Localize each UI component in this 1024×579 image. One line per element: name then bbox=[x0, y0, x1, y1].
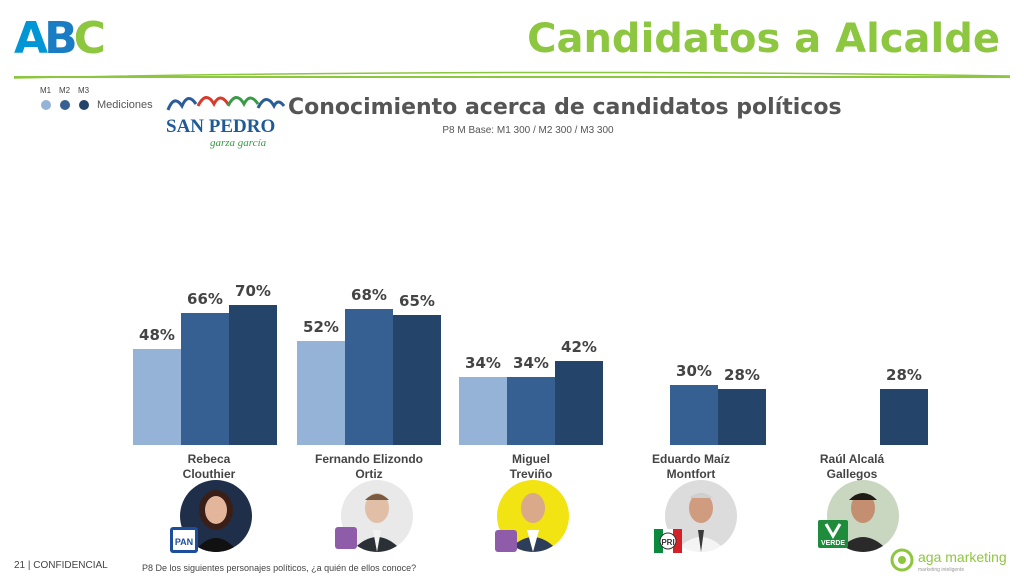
candidate-name-rebeca: Rebeca Clouthier bbox=[139, 452, 279, 482]
bar-m3-4 bbox=[718, 389, 766, 445]
survey-question: P8 De los siguientes personajes político… bbox=[142, 563, 417, 573]
bar-value-label: 52% bbox=[303, 318, 339, 336]
confidential-label: | CONFIDENCIAL bbox=[27, 560, 108, 571]
aga-marketing-text: aga marketing bbox=[918, 549, 1007, 565]
san-pedro-logo: SAN PEDRO garza garcía bbox=[166, 96, 286, 149]
candidate-name-line2: Treviño bbox=[509, 467, 553, 481]
aga-marketing-tagline: marketing inteligente bbox=[918, 567, 964, 573]
party-badge-icon bbox=[335, 527, 357, 549]
header-divider bbox=[14, 76, 1010, 78]
bar-value-label: 68% bbox=[351, 286, 387, 304]
abc-logo-text: ABC bbox=[14, 13, 106, 64]
bar-m3-3 bbox=[555, 361, 603, 445]
bar-value-label: 28% bbox=[886, 366, 922, 384]
page-title: Candidatos a Alcalde bbox=[527, 16, 1000, 62]
bar-m2-2 bbox=[345, 309, 393, 445]
bar-m2-4 bbox=[670, 385, 718, 445]
bar-m2-3 bbox=[507, 377, 555, 445]
candidate-name-line1: Fernando Elizondo bbox=[315, 452, 423, 466]
legend-dots: Mediciones bbox=[36, 99, 153, 111]
pri-party-icon: PRI bbox=[654, 529, 682, 553]
legend-label-m1: M1 bbox=[39, 86, 52, 95]
legend-labels: M1 M2 M3 bbox=[36, 86, 153, 95]
candidate-name-line1: Eduardo Maíz bbox=[651, 452, 730, 466]
legend-label-m2: M2 bbox=[58, 86, 71, 95]
verde-party-icon: VERDE bbox=[818, 520, 848, 548]
page-number: 21 bbox=[14, 560, 26, 571]
san-pedro-logo-text: SAN PEDRO bbox=[166, 116, 275, 137]
bar-m3-5 bbox=[880, 389, 928, 445]
chart-base-note: P8 M Base: M1 300 / M2 300 / M3 300 bbox=[442, 125, 614, 136]
legend-dot-m1 bbox=[40, 100, 51, 110]
candidate-name-line2: Montfort bbox=[666, 467, 716, 481]
pan-party-label: PAN bbox=[175, 537, 193, 547]
bar-value-label: 42% bbox=[561, 338, 597, 356]
header-swoosh bbox=[14, 71, 1010, 79]
bar-m3-1 bbox=[229, 305, 277, 445]
bar-value-label: 48% bbox=[139, 326, 175, 344]
page-footer: 21 | CONFIDENCIAL bbox=[14, 560, 108, 571]
bar-m1-2 bbox=[297, 341, 345, 445]
candidate-name-line2: Clouthier bbox=[182, 467, 236, 481]
pan-party-icon: PAN bbox=[170, 527, 198, 553]
san-pedro-logo-script: garza garcía bbox=[210, 137, 267, 149]
candidate-name-miguel: Miguel Treviño bbox=[461, 452, 601, 482]
bar-value-label: 34% bbox=[513, 354, 549, 372]
bar-m3-2 bbox=[393, 315, 441, 445]
bar-value-label: 70% bbox=[235, 282, 271, 300]
abc-logo: ABC bbox=[14, 14, 114, 64]
bar-value-label: 28% bbox=[724, 366, 760, 384]
aga-marketing-logo: aga marketing marketing inteligente bbox=[890, 548, 1007, 573]
bar-value-label: 65% bbox=[399, 292, 435, 310]
candidate-name-fernando: Fernando Elizondo Ortiz bbox=[299, 452, 439, 482]
legend-dot-m3 bbox=[78, 100, 89, 110]
woman-portrait-icon bbox=[180, 480, 252, 552]
bar-value-label: 30% bbox=[676, 362, 712, 380]
bar-m2-1 bbox=[181, 313, 229, 445]
candidate-name-line1: Miguel bbox=[512, 452, 550, 466]
bar-value-label: 66% bbox=[187, 290, 223, 308]
candidate-name-raul: Raúl Alcalá Gallegos bbox=[782, 452, 922, 482]
legend-dot-m2 bbox=[59, 100, 70, 110]
candidate-name-line1: Rebeca bbox=[187, 452, 231, 466]
mediciones-legend: M1 M2 M3 Mediciones bbox=[36, 86, 153, 111]
bar-m1-3 bbox=[459, 377, 507, 445]
party-badge-icon bbox=[495, 530, 517, 552]
bar-m1-1 bbox=[133, 349, 181, 445]
candidate-name-line2: Gallegos bbox=[826, 467, 878, 481]
candidate-name-line1: Raúl Alcalá bbox=[819, 452, 885, 466]
bar-value-label: 34% bbox=[465, 354, 501, 372]
legend-caption: Mediciones bbox=[97, 99, 153, 111]
candidate-name-line2: Ortiz bbox=[355, 467, 383, 481]
verde-party-label: VERDE bbox=[821, 540, 845, 547]
chart-title: Conocimiento acerca de candidatos políti… bbox=[288, 95, 842, 120]
candidate-name-eduardo: Eduardo Maíz Montfort bbox=[621, 452, 761, 482]
legend-label-m3: M3 bbox=[77, 86, 90, 95]
pri-party-label: PRI bbox=[661, 538, 674, 547]
